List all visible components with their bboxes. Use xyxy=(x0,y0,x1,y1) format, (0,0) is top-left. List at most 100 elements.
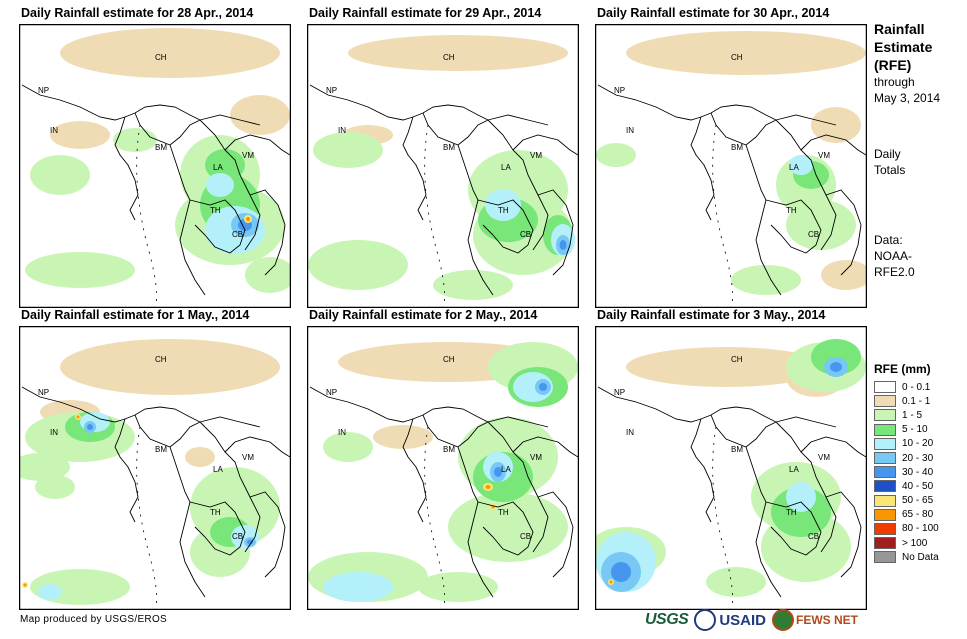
country-label-bm: BM xyxy=(155,143,167,152)
rain-area xyxy=(35,475,75,499)
country-border xyxy=(199,119,261,251)
legend-swatch xyxy=(874,409,896,422)
country-border xyxy=(745,144,782,296)
country-label-in: IN xyxy=(626,428,634,437)
country-label-th: TH xyxy=(498,206,509,215)
country-label-ch: CH xyxy=(731,355,743,364)
country-label-bm: BM xyxy=(155,445,167,454)
rain-area xyxy=(559,240,567,250)
rain-area xyxy=(789,155,813,175)
country-border xyxy=(487,421,549,553)
legend-label: > 100 xyxy=(902,537,928,549)
country-border xyxy=(477,501,534,556)
country-label-th: TH xyxy=(210,206,221,215)
rain-area xyxy=(418,572,498,602)
rain-area xyxy=(596,143,636,167)
country-border xyxy=(477,199,534,254)
country-label-vm: VM xyxy=(530,151,542,160)
country-border xyxy=(224,436,290,458)
legend-label: 40 - 50 xyxy=(902,480,934,492)
country-label-la: LA xyxy=(213,465,223,474)
country-label-vm: VM xyxy=(818,151,830,160)
country-label-np: NP xyxy=(614,388,625,397)
legend-label: 10 - 20 xyxy=(902,438,934,450)
legend-label: No Data xyxy=(902,551,939,563)
usaid-seal-icon xyxy=(694,609,717,631)
country-label-ch: CH xyxy=(155,53,167,62)
country-border xyxy=(765,501,822,556)
rainfall-map: CH NP IN BM LA VM TH CB xyxy=(307,326,579,610)
country-label-bm: BM xyxy=(731,445,743,454)
rainfall-map: CH NP IN BM LA VM TH CB xyxy=(307,24,579,308)
rain-area xyxy=(205,149,245,181)
legend-swatch xyxy=(874,423,896,436)
legend-row: 0.1 - 1 xyxy=(874,394,966,408)
rain-area xyxy=(50,121,110,149)
map-info: Rainfall Estimate (RFE) through May 3, 2… xyxy=(874,20,964,280)
rain-area xyxy=(20,453,70,481)
legend-swatch xyxy=(874,508,896,521)
rain-area xyxy=(23,583,27,587)
rain-area xyxy=(25,252,135,288)
panel-title: Daily Rainfall estimate for 2 May., 2014 xyxy=(309,308,538,322)
rain-area xyxy=(308,240,408,290)
country-label-cb: CB xyxy=(232,532,243,541)
country-border xyxy=(745,446,782,598)
rain-area xyxy=(76,415,80,419)
rain-area xyxy=(323,432,373,462)
legend-swatch xyxy=(874,381,896,394)
country-border xyxy=(825,491,862,578)
rain-area xyxy=(60,339,280,395)
legend-row: 40 - 50 xyxy=(874,479,966,493)
rain-area xyxy=(87,424,93,430)
map-credit: Map produced by USGS/EROS xyxy=(20,614,168,625)
rain-area xyxy=(830,362,842,372)
title-line: Estimate xyxy=(874,39,933,55)
legend-swatch xyxy=(874,522,896,535)
country-label-ch: CH xyxy=(155,355,167,364)
title-line: (RFE) xyxy=(874,57,912,73)
country-label-la: LA xyxy=(501,465,511,474)
country-border xyxy=(249,189,286,276)
country-border xyxy=(825,189,862,276)
country-label-in: IN xyxy=(626,126,634,135)
fews-seal-icon xyxy=(772,609,795,631)
rain-area xyxy=(373,425,433,449)
rain-area xyxy=(323,572,393,602)
rain-area xyxy=(113,128,157,152)
legend-label: 50 - 65 xyxy=(902,495,934,507)
legend-swatch xyxy=(874,452,896,465)
legend-label: 1 - 5 xyxy=(902,409,923,421)
country-label-th: TH xyxy=(210,508,221,517)
country-label-bm: BM xyxy=(443,143,455,152)
legend-title: RFE (mm) xyxy=(874,362,931,376)
country-label-cb: CB xyxy=(808,532,819,541)
legend-row: 10 - 20 xyxy=(874,437,966,451)
country-label-in: IN xyxy=(338,428,346,437)
country-border xyxy=(710,414,777,448)
usaid-logo: USAID xyxy=(694,609,766,631)
legend-row: 0 - 0.1 xyxy=(874,380,966,394)
country-label-th: TH xyxy=(498,508,509,517)
rain-area xyxy=(185,447,215,467)
country-border xyxy=(690,116,715,221)
country-label-bm: BM xyxy=(443,445,455,454)
rain-area xyxy=(485,189,521,221)
legend-swatch xyxy=(874,480,896,493)
country-label-np: NP xyxy=(38,86,49,95)
island-dots xyxy=(136,426,158,609)
country-border xyxy=(169,446,206,598)
rain-area xyxy=(245,257,290,293)
legend-label: 30 - 40 xyxy=(902,466,934,478)
country-label-cb: CB xyxy=(520,532,531,541)
legend-label: 65 - 80 xyxy=(902,509,934,521)
rain-area xyxy=(611,562,631,582)
country-label-la: LA xyxy=(789,163,799,172)
agency-logos: USGS USAID FEWS NET xyxy=(645,606,858,634)
rainfall-map: CH NP IN BM LA VM TH CB xyxy=(19,326,291,610)
legend-swatch xyxy=(874,395,896,408)
legend-row: > 100 xyxy=(874,536,966,550)
legend-swatch xyxy=(874,466,896,479)
island-dots xyxy=(712,124,734,307)
country-border xyxy=(512,436,578,458)
